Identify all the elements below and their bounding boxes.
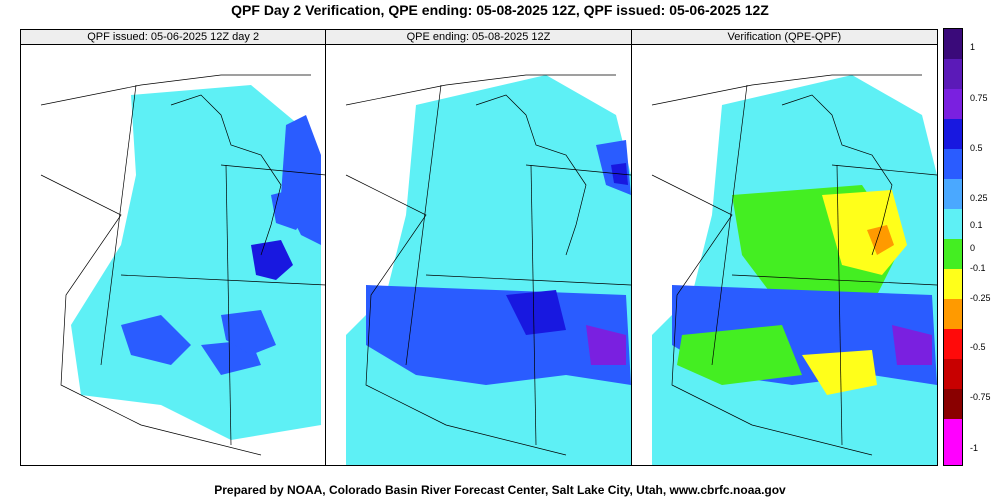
colorbar-swatch (944, 239, 962, 269)
colorbar-swatch (944, 59, 962, 89)
boundaries-verification (651, 74, 937, 456)
verification-map (632, 45, 937, 465)
boundaries-qpf (40, 74, 326, 456)
colorbar-label: 0.1 (970, 220, 983, 230)
precip-layer-qpe (346, 75, 632, 465)
colorbar-label: 0 (970, 243, 976, 253)
qpe-panel: QPE ending: 05-08-2025 12Z (326, 30, 632, 465)
colorbar-label: -0.1 (970, 263, 986, 273)
qpf-panel-title: QPF issued: 05-06-2025 12Z day 2 (21, 30, 326, 45)
colorbar-label: -0.25 (970, 293, 991, 303)
colorbar-label: 1 (970, 42, 976, 52)
colorbar-swatch (944, 359, 962, 389)
precip-layer-qpf (71, 85, 321, 440)
boundaries-qpe (346, 74, 632, 456)
qpe-panel-title: QPE ending: 05-08-2025 12Z (326, 30, 631, 45)
colorbar-swatch (944, 419, 962, 465)
colorbar-label: -0.75 (970, 392, 991, 402)
chart-title: QPF Day 2 Verification, QPE ending: 05-0… (231, 2, 769, 18)
colorbar-label: -1 (970, 443, 979, 453)
colorbar-swatch (944, 269, 962, 299)
qpf-map-svg (40, 74, 326, 456)
footer-credit: Prepared by NOAA, Colorado Basin River F… (214, 483, 786, 497)
colorbar (943, 28, 963, 466)
colorbar-swatch (944, 329, 962, 359)
colorbar-swatch (944, 119, 962, 149)
colorbar-swatch (944, 29, 962, 59)
colorbar-swatch (944, 179, 962, 209)
qpe-map-svg (346, 74, 632, 465)
colorbar-swatch (944, 149, 962, 179)
verification-panel: Verification (QPE-QPF) (631, 30, 937, 465)
colorbar-label: 0.25 (970, 193, 988, 203)
qpf-panel: QPF issued: 05-06-2025 12Z day 2 (21, 30, 327, 465)
map-panels: QPF issued: 05-06-2025 12Z day 2 (20, 29, 938, 466)
colorbar-swatch (944, 209, 962, 239)
qpf-map (21, 45, 326, 465)
colorbar-swatch (944, 299, 962, 329)
colorbar-swatch (944, 389, 962, 419)
colorbar-swatch (944, 89, 962, 119)
colorbar-label: 0.75 (970, 93, 988, 103)
verification-map-svg (651, 74, 937, 465)
qpe-map (326, 45, 632, 465)
verification-panel-title: Verification (QPE-QPF) (631, 30, 937, 45)
colorbar-label: 0.5 (970, 143, 983, 153)
colorbar-label: -0.5 (970, 342, 986, 352)
precip-layer-verification (651, 75, 937, 465)
